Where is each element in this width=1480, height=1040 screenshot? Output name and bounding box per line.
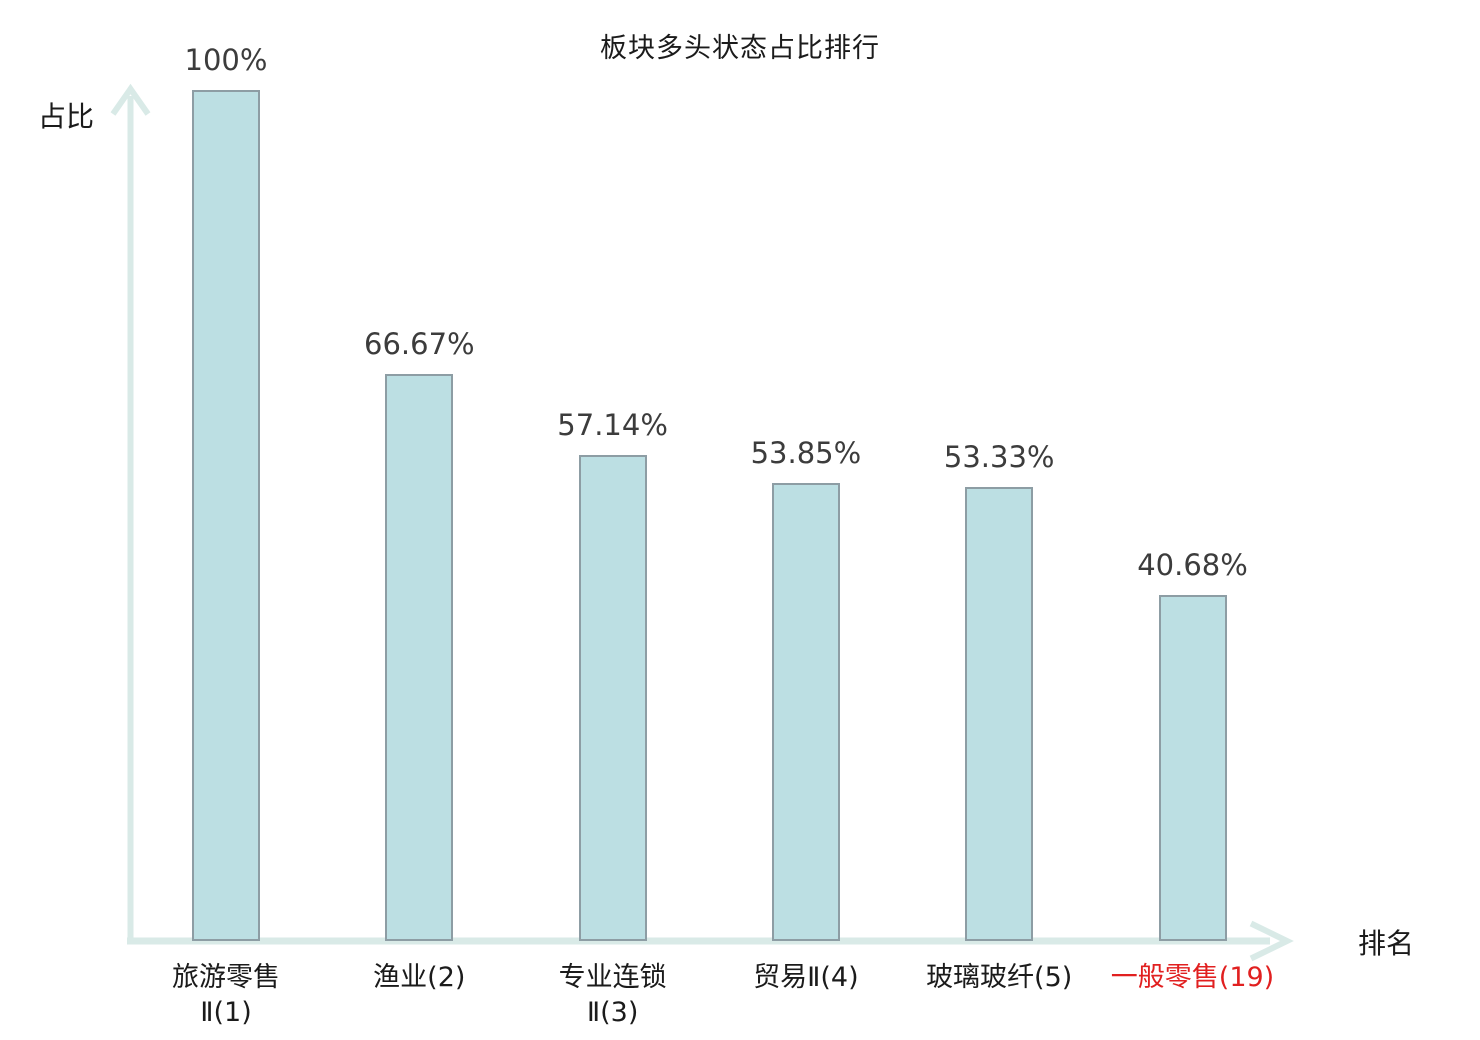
category-label-line: 一般零售(19) [1110,962,1275,993]
bar-3 [578,454,647,941]
category-label-line: 专业连锁 [558,962,667,993]
category-label-line: 贸易Ⅱ(4) [753,962,859,993]
bar-2 [385,373,454,941]
y-axis-arrow-icon [110,83,151,116]
category-label-1: 旅游零售 Ⅱ(1) [86,960,366,1030]
bar-6 [1158,594,1227,941]
bar-4 [771,482,840,941]
category-label-5: 玻璃玻纤(5) [859,960,1139,995]
value-label-1: 100% [184,43,268,77]
y-axis-label: 占比 [38,100,95,133]
category-label-line: Ⅱ(1) [200,997,252,1028]
category-label-line: Ⅱ(3) [586,997,639,1028]
category-label-3: 专业连锁 Ⅱ(3) [473,960,753,1030]
value-label-2: 66.67% [364,326,475,361]
category-label-4: 贸易Ⅱ(4) [666,960,946,995]
value-label-6: 40.68% [1137,547,1248,582]
x-axis-label: 排名 [1358,927,1415,960]
value-label-4: 53.85% [750,435,862,470]
value-label-3: 57.14% [557,407,668,442]
bar-1 [192,90,260,941]
bar-5 [965,487,1034,941]
category-label-6: 一般零售(19) [1053,960,1333,995]
x-axis-arrow-icon [1249,920,1294,962]
value-label-5: 53.33% [943,440,1055,475]
category-label-2: 渔业(2) [279,960,559,995]
category-label-line: 旅游零售 [172,962,280,993]
chart-title: 板块多头状态占比排行 [600,33,880,64]
category-label-line: 渔业(2) [373,962,466,993]
category-label-line: 玻璃玻纤(5) [926,962,1073,993]
